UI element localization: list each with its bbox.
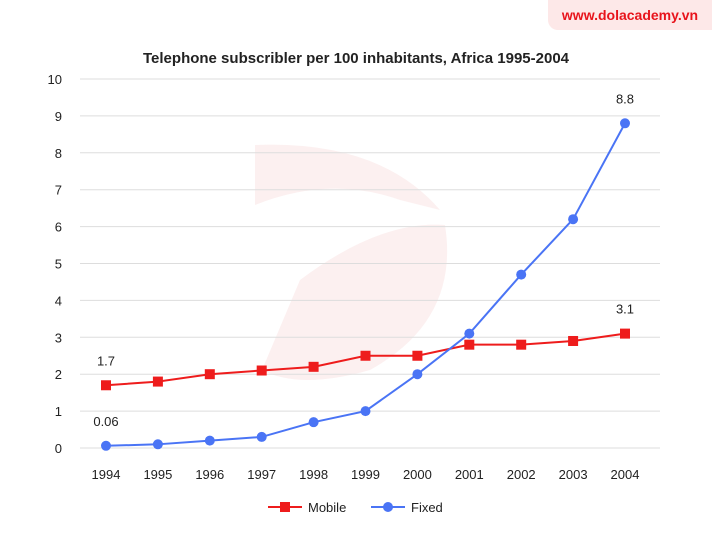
y-tick-label: 2: [55, 367, 62, 382]
legend-marker: [280, 502, 290, 512]
y-tick-label: 0: [55, 441, 62, 456]
x-tick-label: 2001: [455, 467, 484, 482]
data-label: 3.1: [616, 302, 634, 317]
y-tick-label: 7: [55, 183, 62, 198]
data-point: [308, 417, 319, 428]
data-point: [256, 365, 267, 376]
watermark-logo: [255, 144, 448, 380]
data-point: [620, 328, 630, 339]
data-point: [568, 335, 579, 346]
data-point: [412, 369, 423, 380]
x-tick-label: 1999: [351, 467, 380, 482]
data-label: 8.8: [616, 91, 634, 106]
y-tick-label: 9: [55, 109, 62, 124]
data-point: [101, 380, 111, 391]
y-tick-label: 4: [55, 293, 62, 308]
data-point: [204, 435, 215, 446]
data-point: [412, 350, 423, 361]
data-point: [308, 361, 319, 372]
data-point: [620, 118, 630, 129]
data-point: [152, 376, 163, 387]
data-point: [360, 350, 371, 361]
x-tick-label: 1995: [143, 467, 172, 482]
x-tick-label: 2004: [611, 467, 640, 482]
data-point: [101, 440, 111, 451]
legend-marker: [383, 502, 393, 512]
data-point: [464, 328, 475, 339]
x-tick-label: 2003: [559, 467, 588, 482]
data-point: [360, 406, 371, 417]
data-label: 1.7: [97, 353, 115, 368]
y-tick-label: 10: [48, 72, 62, 87]
x-tick-label: 1998: [299, 467, 328, 482]
brand-badge[interactable]: www.dolacademy.vn: [548, 0, 712, 30]
y-tick-label: 6: [55, 220, 62, 235]
data-point: [152, 439, 163, 450]
data-label: 0.06: [93, 414, 118, 429]
x-tick-label: 2002: [507, 467, 536, 482]
data-point: [464, 339, 475, 350]
data-point: [516, 339, 527, 350]
data-point: [516, 269, 527, 280]
y-tick-label: 1: [55, 404, 62, 419]
data-point: [568, 214, 579, 225]
y-tick-label: 3: [55, 330, 62, 345]
y-tick-label: 5: [55, 257, 62, 272]
x-tick-label: 1996: [195, 467, 224, 482]
x-tick-label: 1997: [247, 467, 276, 482]
chart-title: Telephone subscribler per 100 inhabitant…: [143, 50, 570, 67]
legend-label: Mobile: [308, 500, 346, 515]
data-point: [256, 431, 267, 442]
legend-label: Fixed: [411, 500, 443, 515]
x-tick-label: 1994: [92, 467, 121, 482]
y-tick-label: 8: [55, 146, 62, 161]
data-point: [204, 369, 215, 380]
x-tick-label: 2000: [403, 467, 432, 482]
